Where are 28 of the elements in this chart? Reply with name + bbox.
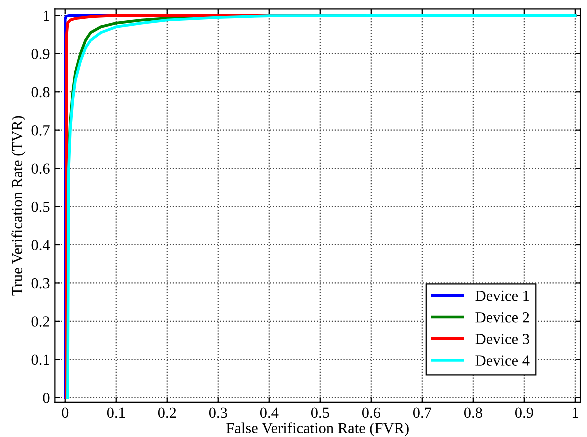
legend-label: Device 3: [476, 334, 530, 344]
legend-label: Device 2: [476, 312, 530, 323]
x-tick-label: 0.3: [209, 408, 228, 418]
y-axis-title: True Verification Rate (TVR): [12, 116, 26, 296]
x-tick-label: 0.2: [158, 408, 176, 418]
x-tick-label: 1: [572, 408, 578, 418]
x-tick-label: 0.9: [515, 408, 534, 418]
x-tick-label: 0.8: [464, 408, 482, 418]
y-tick-label: 0.3: [32, 278, 50, 289]
y-tick-label: 0.7: [32, 125, 50, 136]
x-tick-label: 0.4: [260, 408, 279, 418]
x-axis-title: False Verification Rate (FVR): [226, 422, 409, 437]
y-tick-label: 0: [43, 393, 50, 404]
y-tick-label: 0.2: [32, 316, 50, 327]
x-tick-label: 0: [62, 408, 69, 418]
y-tick-label: 0.6: [32, 164, 50, 174]
legend-label: Device 1: [476, 290, 530, 302]
x-tick-label: 0.6: [362, 408, 381, 418]
x-tick-label: 0.7: [413, 408, 432, 418]
y-tick-label: 1: [44, 10, 50, 21]
y-tick-label: 0.5: [32, 202, 50, 212]
y-tick-label: 0.9: [32, 49, 50, 60]
y-tick-label: 0.8: [32, 87, 50, 98]
y-tick-label: 0.1: [32, 354, 50, 366]
legend-label: Device 4: [476, 356, 530, 366]
x-tick-label: 0.5: [311, 408, 330, 418]
y-tick-label: 0.4: [32, 240, 50, 251]
x-tick-label: 0.1: [107, 408, 126, 418]
